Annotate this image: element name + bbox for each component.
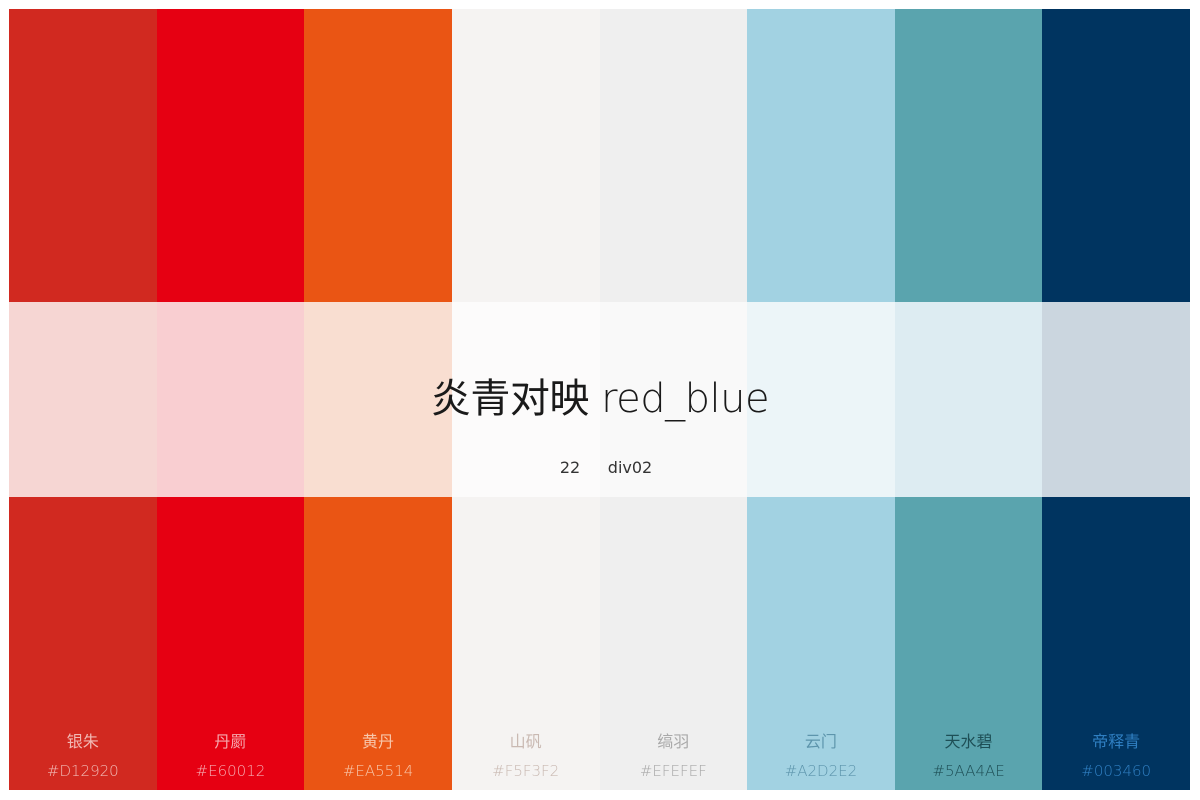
swatch-name: 天水碧 [944,732,993,751]
swatch-hex: #E60012 [195,762,266,780]
swatch-hex: #003460 [1081,762,1152,780]
swatch-name: 黄丹 [362,732,395,751]
palette-type: div02 [607,458,653,477]
swatch-name: 丹罽 [214,732,247,751]
swatch-name: 云门 [804,732,837,751]
swatch-hex: #F5F3F2 [492,762,560,780]
swatch-name: 山矾 [509,732,542,751]
swatch-name: 缟羽 [657,732,690,751]
swatch-hex: #EA5514 [342,762,414,780]
swatch-name: 银朱 [66,732,99,751]
swatch-hex: #5AA4AE [932,762,1005,780]
swatch-hex: #A2D2E2 [784,762,858,780]
palette-title: 炎青对映 red_blue [430,376,770,422]
palette-color-count: 22 [559,458,581,477]
swatch-hex: #D12920 [46,762,119,780]
swatch-hex: #EFEFEF [639,762,707,780]
swatch-name: 帝释青 [1092,732,1141,751]
